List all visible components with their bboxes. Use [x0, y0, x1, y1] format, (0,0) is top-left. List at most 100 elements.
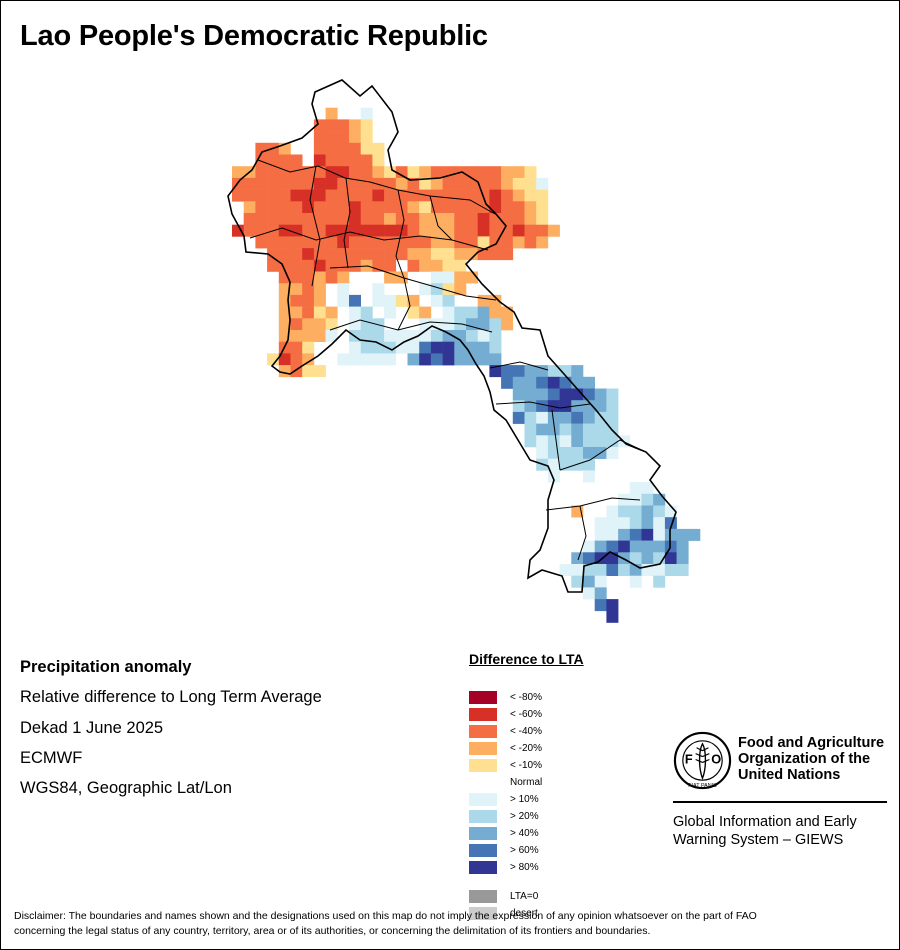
anomaly-cell [302, 306, 315, 319]
anomaly-cell [313, 189, 326, 202]
giews-name: Global Information and Early Warning Sys… [673, 813, 857, 849]
anomaly-cell [664, 564, 677, 576]
anomaly-cell [536, 236, 549, 249]
anomaly-cell [536, 376, 549, 389]
anomaly-cell [407, 259, 420, 272]
anomaly-cell [629, 505, 642, 518]
anomaly-cell [325, 119, 338, 132]
disclaimer-line-2: concerning the legal status of any count… [14, 925, 651, 937]
anomaly-cell [571, 564, 584, 576]
anomaly-cell [278, 201, 291, 214]
anomaly-cell [349, 131, 361, 144]
anomaly-cell [653, 540, 666, 553]
anomaly-cell [313, 365, 326, 378]
anomaly-cell [419, 341, 432, 354]
anomaly-cell [419, 283, 432, 296]
anomaly-cell [278, 236, 291, 249]
anomaly-cell [629, 517, 642, 530]
legend-swatch [469, 691, 497, 704]
anomaly-cell [606, 400, 619, 413]
anomaly-cell [536, 388, 549, 401]
fao-name-line-2: Organization of the [738, 751, 871, 767]
anomaly-cell [372, 213, 385, 225]
anomaly-cell [583, 388, 595, 401]
anomaly-cell [349, 142, 361, 155]
anomaly-cell [372, 330, 385, 342]
anomaly-cell [313, 154, 326, 167]
anomaly-cell [524, 411, 537, 424]
anomaly-cell [372, 201, 385, 214]
anomaly-cell [243, 189, 256, 202]
anomaly-cell [325, 224, 338, 237]
anomaly-cell [547, 411, 560, 424]
anomaly-cell [559, 376, 572, 389]
logo-letter-o: O [711, 751, 721, 766]
anomaly-cell [512, 376, 525, 389]
anomaly-cell [337, 353, 350, 366]
anomaly-cell [594, 599, 607, 612]
anomaly-cell [430, 259, 443, 272]
anomaly-cell [407, 166, 420, 179]
anomaly-cell [583, 435, 595, 448]
anomaly-cell [653, 564, 666, 576]
anomaly-cell [302, 353, 315, 366]
anomaly-cell [559, 423, 572, 436]
anomaly-cell [372, 353, 385, 366]
anomaly-cell [384, 166, 397, 179]
anomaly-cell [430, 248, 443, 261]
anomaly-cell [606, 564, 619, 576]
boundary-line [309, 165, 321, 287]
legend-label: < -20% [510, 743, 542, 754]
anomaly-cell [337, 154, 350, 167]
legend-label: > 20% [510, 811, 539, 822]
anomaly-cell [290, 259, 303, 272]
anomaly-cell [536, 435, 549, 448]
anomaly-cell [430, 177, 443, 190]
anomaly-cell [419, 213, 432, 225]
boundary-line [257, 159, 496, 215]
fao-name-line-1: Food and Agriculture [738, 735, 885, 751]
anomaly-cell [618, 517, 631, 530]
legend-label: < -10% [510, 760, 542, 771]
anomaly-cell [501, 365, 514, 378]
anomaly-cell [524, 376, 537, 389]
anomaly-cell [536, 411, 549, 424]
anomaly-cell [419, 224, 432, 237]
legend-swatch [469, 844, 497, 857]
anomaly-cell [688, 528, 701, 541]
anomaly-cell [337, 166, 350, 179]
disclaimer-line-1: Disclaimer: The boundaries and names sho… [14, 910, 757, 922]
anomaly-cell [501, 224, 514, 237]
anomaly-cell [501, 376, 514, 389]
anomaly-cell [536, 423, 549, 436]
anomaly-cell [583, 411, 595, 424]
anomaly-cell [454, 341, 467, 354]
anomaly-cell [524, 201, 537, 214]
anomaly-cell [255, 166, 268, 179]
anomaly-cell [454, 271, 467, 284]
anomaly-cell [524, 166, 537, 179]
anomaly-cell [477, 353, 490, 366]
anomaly-cell [466, 330, 478, 342]
legend-label: < -40% [510, 726, 542, 737]
info-line-3: ECMWF [20, 748, 83, 767]
anomaly-cell [442, 271, 455, 284]
anomaly-cell [489, 341, 502, 354]
anomaly-cell [571, 575, 584, 588]
anomaly-cell [641, 482, 654, 495]
anomaly-cell [629, 528, 642, 541]
anomaly-cell [442, 189, 455, 202]
info-heading: Precipitation anomaly [20, 658, 192, 676]
anomaly-cell [313, 248, 326, 261]
anomaly-cell [313, 271, 326, 284]
anomaly-cell [325, 189, 338, 202]
anomaly-cell [489, 318, 502, 331]
boundary-line [329, 319, 493, 333]
anomaly-cell [466, 177, 478, 190]
anomaly-cell [255, 201, 268, 214]
anomaly-cell [454, 213, 467, 225]
anomaly-cell [594, 540, 607, 553]
anomaly-cell [454, 306, 467, 319]
anomaly-cell [618, 564, 631, 576]
anomaly-cell [594, 435, 607, 448]
